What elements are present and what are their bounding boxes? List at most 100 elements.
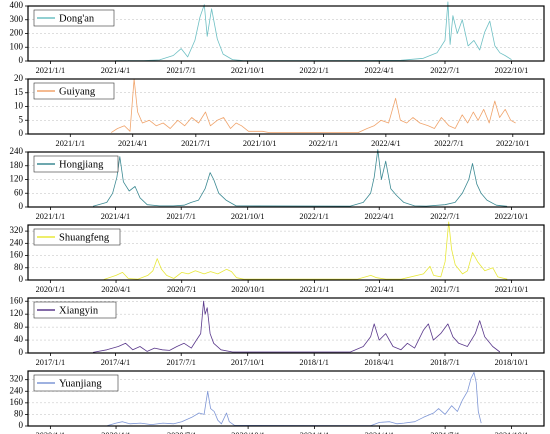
x-tick-label: 2017/4/1: [101, 358, 131, 367]
y-tick-label: 240: [10, 237, 24, 247]
y-tick-label: 20: [14, 73, 24, 83]
x-tick-label: 2021/4/1: [365, 285, 395, 294]
legend-label: Dong'an: [59, 13, 95, 24]
y-tick-label: 320: [10, 374, 24, 384]
x-tick-label: 2021/7/1: [166, 212, 196, 221]
y-tick-label: 0: [19, 201, 24, 211]
x-tick-label: 2020/7/1: [167, 431, 197, 434]
x-tick-label: 2021/10/1: [243, 139, 277, 148]
y-tick-label: 200: [10, 28, 24, 38]
x-tick-label: 2022/1/1: [299, 212, 329, 221]
y-tick-label: 40: [14, 334, 24, 344]
plot-frame: [27, 370, 545, 427]
y-tick-label: 240: [10, 385, 24, 395]
legend-box: [33, 301, 117, 319]
x-tick-label: 2021/7/1: [430, 431, 460, 434]
legend: Yuanjiang: [33, 374, 119, 392]
legend-label: Xiangyin: [59, 305, 99, 316]
x-tick-label: 2022/10/1: [495, 66, 529, 75]
y-tick-label: 0: [19, 420, 24, 430]
x-tick-label: 2021/10/1: [495, 431, 529, 434]
series-line-shuangfeng: [103, 221, 508, 280]
panel-3: 0 60 120 180 240 2021/1/1 2021/4/1 2021/7/1 2021…: [10, 146, 545, 221]
x-tick-label: 2022/1/1: [299, 66, 329, 75]
x-tick-label: 2017/1/1: [36, 358, 66, 367]
legend-box: [33, 9, 115, 27]
plot-frame: [27, 151, 545, 208]
legend: Shuangfeng: [33, 228, 121, 246]
x-tick-label: 2020/7/1: [167, 285, 197, 294]
y-tick-label: 160: [10, 397, 24, 407]
x-tick-label: 2017/7/1: [166, 358, 196, 367]
y-tick-label: 80: [14, 321, 24, 331]
x-tick-label: 2021/4/1: [365, 431, 395, 434]
y-tick-label: 0: [19, 274, 24, 284]
x-tick-label: 2020/4/1: [101, 431, 131, 434]
y-tick-label: 0: [19, 55, 24, 65]
x-tick-label: 2020/4/1: [101, 285, 131, 294]
series-line-dongan: [115, 1, 512, 61]
y-tick-label: 5: [19, 114, 24, 124]
legend: Guiyang: [33, 82, 115, 100]
series-line-guiyang: [110, 78, 516, 133]
x-tick-label: 2022/7/1: [430, 66, 460, 75]
x-tick-label: 2020/1/1: [36, 285, 66, 294]
legend-label: Hongjiang: [59, 159, 104, 170]
panel-5: 0 40 80 120 160 2017/1/1 2017/4/1 2017/7/1 2017/…: [10, 295, 545, 367]
legend-box: [33, 228, 121, 246]
x-tick-label: 2018/4/1: [364, 358, 394, 367]
y-tick-label: 0: [19, 128, 24, 138]
y-tick-label: 10: [14, 101, 24, 111]
panel-4: 0 80 160 240 320 2020/1/1 2020/4/1 2020/7/1 2020…: [10, 221, 545, 294]
plot-frame: [27, 78, 545, 135]
y-tick-label: 300: [10, 14, 24, 24]
y-tick-label: 120: [10, 174, 24, 184]
x-tick-label: 2022/4/1: [364, 212, 394, 221]
legend-label: Guiyang: [59, 86, 96, 97]
x-tick-label: 2021/1/1: [36, 66, 66, 75]
x-tick-label: 2018/1/1: [299, 358, 329, 367]
x-tick-label: 2018/7/1: [430, 358, 460, 367]
x-tick-label: 2021/7/1: [181, 139, 211, 148]
legend-label: Shuangfeng: [59, 232, 110, 243]
y-tick-label: 400: [10, 0, 24, 10]
legend-box: [33, 155, 119, 173]
x-tick-label: 2021/4/1: [101, 66, 131, 75]
x-tick-label: 2021/4/1: [118, 139, 148, 148]
x-tick-label: 2021/1/1: [56, 139, 86, 148]
panel-2: 0 5 10 15 20 2021/1/1 2021/4/1 2021/7/1 2021/10/…: [14, 73, 545, 148]
x-tick-label: 2022/1/1: [309, 139, 339, 148]
x-tick-label: 2022/4/1: [364, 66, 394, 75]
legend: Xiangyin: [33, 301, 117, 319]
series-line-hongjiang: [92, 149, 508, 207]
x-tick-label: 2021/1/1: [300, 431, 330, 434]
y-tick-label: 180: [10, 160, 24, 170]
series-line-yuanjiang: [107, 372, 482, 426]
x-tick-label: 2021/1/1: [36, 212, 66, 221]
x-tick-label: 2022/7/1: [434, 139, 464, 148]
x-tick-label: 2020/10/1: [231, 431, 265, 434]
y-tick-label: 320: [10, 225, 24, 235]
x-tick-label: 2022/10/1: [496, 139, 530, 148]
x-tick-label: 2021/10/1: [231, 212, 265, 221]
plot-frame: [27, 5, 545, 62]
y-tick-label: 160: [10, 250, 24, 260]
plot-frame: [27, 224, 545, 281]
y-tick-label: 100: [10, 41, 24, 51]
y-tick-label: 240: [10, 146, 24, 156]
panel-1: 0 100 200 300 400 2021/1/1 2021/4/1 2021/7/1 202…: [10, 0, 545, 75]
x-tick-label: 2021/10/1: [495, 285, 529, 294]
x-tick-label: 2022/7/1: [430, 212, 460, 221]
y-tick-label: 0: [19, 347, 24, 357]
legend: Dong'an: [33, 9, 115, 27]
legend-box: [33, 374, 119, 392]
y-tick-label: 80: [14, 408, 24, 418]
y-tick-label: 120: [10, 308, 24, 318]
x-tick-label: 2022/10/1: [495, 212, 529, 221]
x-tick-label: 2017/10/1: [231, 358, 265, 367]
legend-label: Yuanjiang: [59, 378, 102, 389]
x-tick-label: 2022/4/1: [371, 139, 401, 148]
plot-frame: [27, 297, 545, 354]
y-tick-label: 160: [10, 295, 24, 305]
